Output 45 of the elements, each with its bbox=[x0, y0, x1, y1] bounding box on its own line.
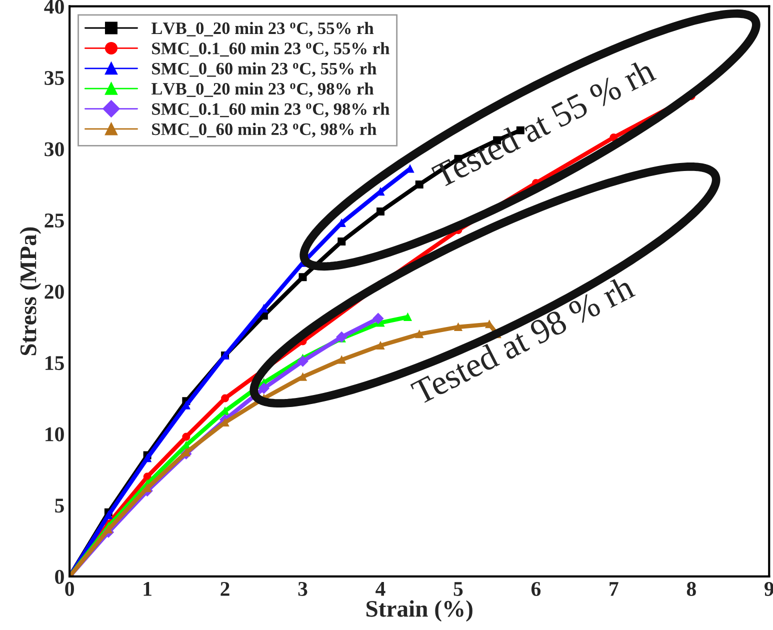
x-tick-label: 4 bbox=[376, 582, 386, 596]
x-tick-label: 5 bbox=[454, 582, 463, 596]
point bbox=[258, 382, 270, 394]
point bbox=[143, 472, 152, 481]
x-tick-label: 0 bbox=[65, 582, 74, 596]
x-tick-label: 2 bbox=[220, 582, 230, 596]
point bbox=[297, 356, 308, 367]
point bbox=[610, 133, 618, 142]
point bbox=[454, 323, 462, 331]
point bbox=[298, 372, 307, 381]
point bbox=[372, 313, 384, 324]
y-tick-label: 5 bbox=[55, 498, 64, 513]
y-tick-label: 35 bbox=[44, 71, 64, 85]
point bbox=[415, 180, 424, 188]
y-tick-label: 15 bbox=[46, 356, 64, 370]
legend-label: LVB_0_20 min 23 $^{o}$C, 98% rh bbox=[151, 82, 374, 98]
y-tick-label: 30 bbox=[44, 142, 64, 156]
annotation: Tested at 55 % rh bbox=[430, 57, 657, 189]
legend-label: SMC_0.1_60 min 23 $^{o}$C, 98% rh bbox=[152, 102, 390, 118]
point bbox=[182, 432, 190, 441]
x-tick-label: 1 bbox=[144, 582, 152, 596]
x-tick-label: 7 bbox=[610, 582, 618, 596]
legend-label: SMC_0.1_60 min 23 $^{o}$C, 55% rh bbox=[152, 42, 390, 57]
point bbox=[404, 313, 412, 322]
legend-label: SMC_0_60 min 23 $^{o}$C, 55% rh bbox=[152, 62, 376, 78]
point bbox=[298, 273, 307, 282]
x-tick-label: 8 bbox=[686, 582, 696, 596]
x-axis-title: Strain (%) bbox=[366, 600, 472, 622]
legend-label: LVB_0_20 min 23 $^{o}$C, 55% rh bbox=[151, 22, 374, 37]
x-tick-label: 3 bbox=[298, 582, 308, 596]
point bbox=[376, 208, 384, 216]
y-tick-label: 40 bbox=[44, 0, 64, 14]
y-tick-label: 10 bbox=[46, 427, 64, 442]
y-axis-title: Stress (MPa) bbox=[20, 227, 42, 356]
x-tick-label: 6 bbox=[531, 582, 541, 596]
point bbox=[338, 237, 346, 246]
y-tick-label: 20 bbox=[44, 284, 64, 299]
point bbox=[221, 394, 230, 402]
point bbox=[338, 356, 346, 364]
y-tick-label: 25 bbox=[44, 214, 64, 228]
point bbox=[376, 342, 384, 350]
annotation: Tested at 98 % rh bbox=[410, 274, 636, 406]
y-tick-label: 0 bbox=[55, 570, 64, 584]
legend-label: SMC_0_60 min 23 $^{o}$C, 98% rh bbox=[152, 122, 376, 138]
point bbox=[415, 330, 424, 338]
